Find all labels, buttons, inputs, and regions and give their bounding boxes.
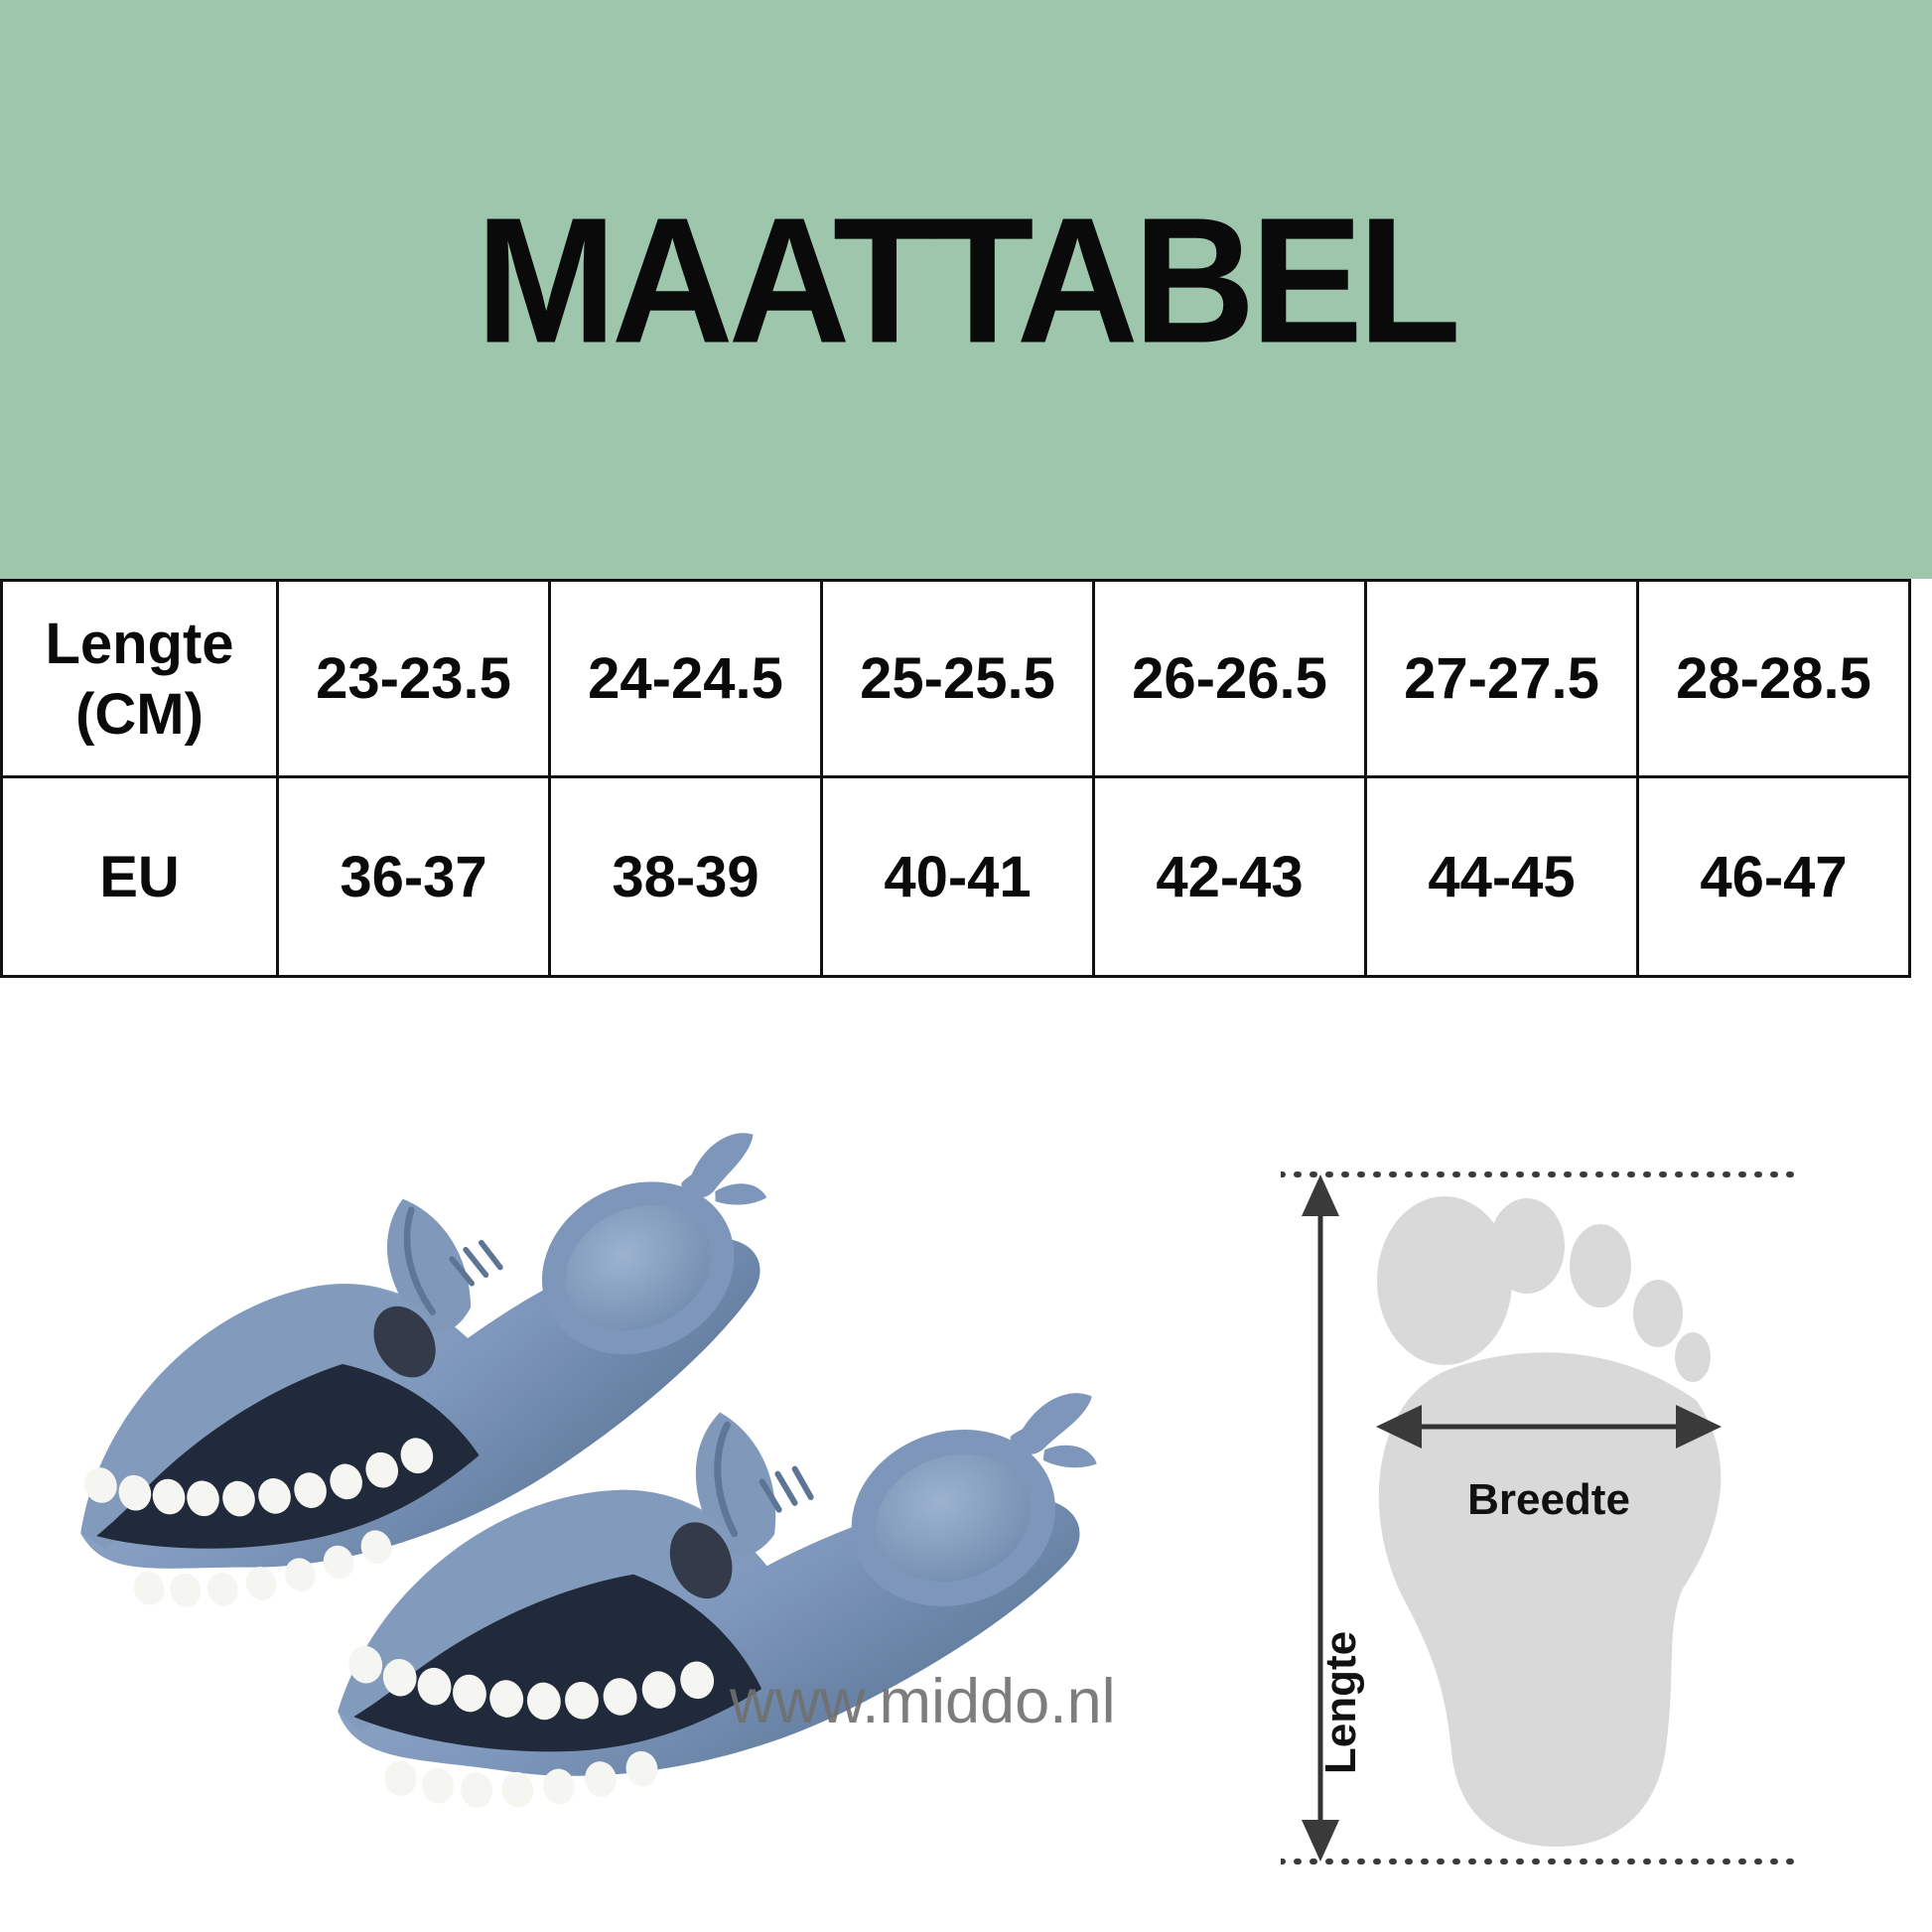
svg-text:Breedte: Breedte xyxy=(1467,1475,1630,1524)
svg-text:Lengte: Lengte xyxy=(1316,1631,1365,1774)
